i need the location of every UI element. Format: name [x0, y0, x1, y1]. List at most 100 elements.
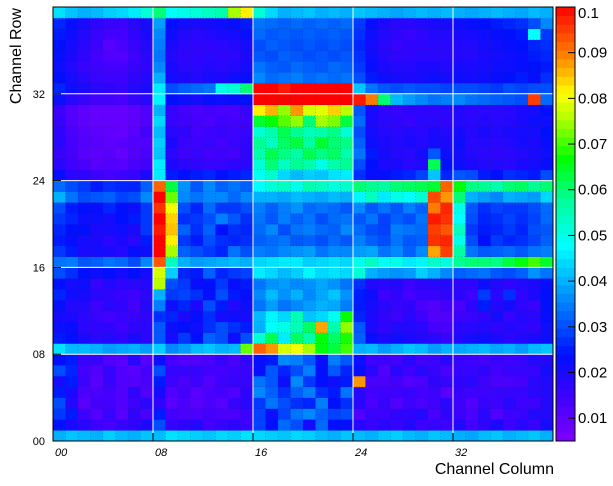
heatmap-cell: [403, 39, 416, 51]
heatmap-cell: [65, 397, 79, 409]
heatmap-cell: [228, 180, 241, 192]
heatmap-cell: [228, 126, 241, 138]
heatmap-cell: [65, 7, 79, 19]
heatmap-cell: [140, 234, 154, 247]
colorbar-tick-label: 0.06: [578, 182, 607, 199]
heatmap-cell: [178, 213, 191, 225]
heatmap-cell: [115, 180, 129, 192]
heatmap-cell: [178, 148, 191, 160]
heatmap-cell: [78, 158, 91, 171]
heatmap-cell: [128, 299, 141, 312]
heatmap-cell: [540, 191, 554, 203]
heatmap-cell: [465, 386, 479, 398]
heatmap-cell: [153, 126, 166, 138]
heatmap-cell: [203, 72, 216, 84]
heatmap-cell: [153, 61, 166, 73]
heatmap-cell: [178, 408, 191, 420]
heatmap-cell: [503, 169, 516, 181]
heatmap-cell: [128, 17, 141, 30]
heatmap-cell: [428, 234, 441, 247]
heatmap-cell: [465, 430, 479, 442]
heatmap-cell: [178, 115, 191, 127]
heatmap-cell: [315, 430, 329, 442]
heatmap-cell: [440, 169, 454, 181]
heatmap-cell: [153, 50, 166, 62]
heatmap-cell: [478, 310, 491, 323]
heatmap-cell: [540, 354, 554, 366]
heatmap-cell: [140, 430, 154, 442]
heatmap-cell: [415, 354, 429, 366]
heatmap-cell: [328, 115, 341, 127]
heatmap-cell: [340, 332, 354, 344]
heatmap-cell: [340, 278, 354, 290]
heatmap-cell: [90, 332, 104, 344]
heatmap-cell: [353, 397, 366, 409]
heatmap-cell: [515, 61, 529, 73]
heatmap-cell: [215, 343, 229, 355]
heatmap-cell: [528, 82, 541, 95]
heatmap-cell: [315, 115, 329, 127]
heatmap-cell: [315, 419, 329, 431]
heatmap-cell: [478, 386, 491, 398]
heatmap-cell: [265, 354, 279, 366]
heatmap-cell: [440, 180, 454, 192]
heatmap-cell: [478, 267, 491, 279]
heatmap-cell: [190, 289, 204, 301]
heatmap-cell: [540, 93, 554, 106]
heatmap-cell: [490, 354, 504, 366]
heatmap-cell: [340, 17, 354, 30]
heatmap-cell: [240, 397, 254, 409]
heatmap-cell: [315, 28, 329, 40]
heatmap-cell: [265, 299, 279, 312]
heatmap-cell: [190, 158, 204, 171]
heatmap-cell: [290, 245, 304, 257]
heatmap-cell: [153, 343, 166, 355]
heatmap-cell: [340, 50, 354, 62]
heatmap-cell: [428, 115, 441, 127]
heatmap-cell: [303, 430, 316, 442]
heatmap-cell: [503, 39, 516, 51]
heatmap-cell: [103, 234, 116, 247]
heatmap-cell: [528, 332, 541, 344]
heatmap-cell: [453, 137, 466, 149]
heatmap-cell: [153, 310, 166, 323]
heatmap-cell: [515, 430, 529, 442]
heatmap-cell: [290, 7, 304, 19]
heatmap-cell: [390, 321, 404, 333]
heatmap-cell: [228, 17, 241, 30]
heatmap-cell: [378, 224, 391, 236]
heatmap-cell: [390, 158, 404, 171]
heatmap-cell: [165, 321, 179, 333]
heatmap-cell: [390, 202, 404, 214]
heatmap-cell: [178, 104, 191, 116]
heatmap-cell: [515, 137, 529, 149]
colorbar-swatch: [556, 371, 575, 381]
heatmap-cell: [128, 169, 141, 181]
heatmap-cell: [453, 169, 466, 181]
heatmap-cell: [265, 180, 279, 192]
heatmap-cell: [528, 28, 541, 40]
heatmap-cell: [140, 191, 154, 203]
heatmap-cell: [415, 321, 429, 333]
heatmap-cell: [228, 332, 241, 344]
heatmap-cell: [390, 299, 404, 312]
heatmap-cell: [115, 375, 129, 388]
heatmap-cell: [90, 430, 104, 442]
heatmap-cell: [178, 245, 191, 257]
heatmap-cell: [528, 137, 541, 149]
heatmap-cell: [340, 343, 354, 355]
heatmap-cell: [315, 365, 329, 377]
heatmap-cell: [90, 82, 104, 95]
heatmap-cell: [228, 7, 241, 19]
heatmap-cell: [528, 202, 541, 214]
heatmap-cell: [140, 137, 154, 149]
heatmap-cell: [190, 61, 204, 73]
heatmap-cell: [315, 386, 329, 398]
heatmap-cell: [465, 148, 479, 160]
heatmap-cell: [215, 126, 229, 138]
heatmap-cell: [465, 234, 479, 247]
heatmap-cell: [453, 278, 466, 290]
heatmap-cell: [328, 158, 341, 171]
heatmap-cell: [65, 289, 79, 301]
heatmap-cell: [53, 224, 66, 236]
